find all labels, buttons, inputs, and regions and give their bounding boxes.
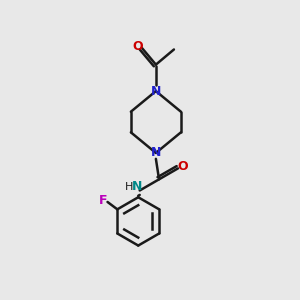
Text: N: N [151, 85, 161, 98]
Text: O: O [177, 160, 188, 172]
Text: N: N [151, 146, 161, 159]
Text: H: H [125, 182, 134, 192]
Text: F: F [99, 194, 107, 207]
Text: N: N [132, 181, 142, 194]
Text: O: O [133, 40, 143, 53]
